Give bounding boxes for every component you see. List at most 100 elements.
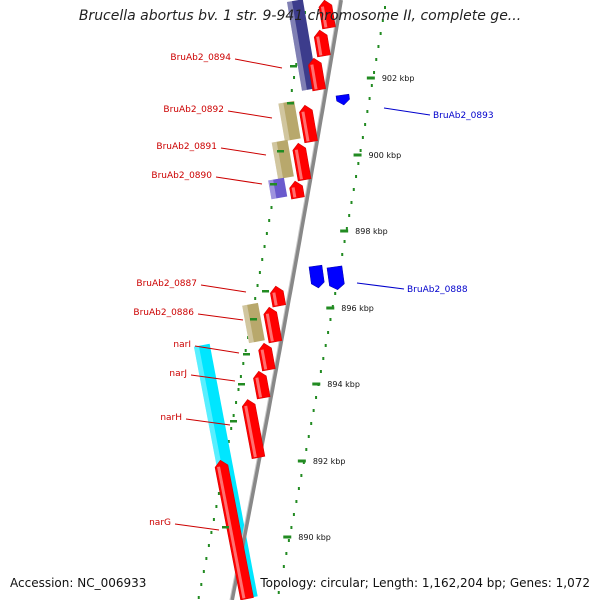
ring-dot bbox=[230, 427, 233, 430]
ring-dot bbox=[383, 6, 386, 9]
tick-mark bbox=[340, 229, 349, 233]
arrow-shine bbox=[291, 187, 297, 198]
ring-dot bbox=[285, 552, 288, 555]
tick-label: 892 kbp bbox=[313, 457, 346, 466]
cog-rect bbox=[278, 100, 301, 142]
forward-cds bbox=[263, 306, 283, 344]
reverse-strand-track bbox=[308, 93, 350, 291]
tick-mark bbox=[326, 306, 335, 310]
ring-dot bbox=[357, 162, 360, 165]
ring-dot bbox=[277, 591, 280, 594]
ring-dot bbox=[300, 474, 303, 477]
ring-dot bbox=[322, 357, 325, 360]
forward-cds bbox=[318, 0, 336, 30]
ring-dot bbox=[239, 375, 242, 378]
tick-label: 900 kbp bbox=[369, 151, 402, 160]
ring-dot bbox=[379, 32, 382, 35]
inner-tick bbox=[230, 420, 237, 423]
gene-leader-line bbox=[215, 176, 263, 185]
gene-leader-line bbox=[194, 345, 240, 354]
gene-leader-line bbox=[227, 110, 273, 119]
cog-shine bbox=[278, 102, 290, 142]
ring-dot bbox=[237, 388, 240, 391]
ring-dot bbox=[287, 539, 290, 542]
ring-dot bbox=[217, 492, 220, 495]
accession-text: Accession: NC_006933 bbox=[10, 576, 147, 590]
gene-label: BruAb2_0888 bbox=[407, 285, 468, 295]
gene-label: narG bbox=[149, 518, 171, 528]
gene-leader-line bbox=[383, 107, 431, 116]
inner-tick bbox=[287, 102, 294, 105]
ring-dot bbox=[292, 513, 295, 516]
reverse-cds-arrow bbox=[308, 264, 325, 289]
forward-cds bbox=[241, 399, 266, 460]
reverse-cds-arrow bbox=[326, 265, 345, 291]
ring-dot bbox=[261, 258, 264, 261]
ring-dot bbox=[329, 318, 332, 321]
ring-dot bbox=[227, 440, 230, 443]
ring-dot bbox=[232, 414, 235, 417]
forward-cds-arrow bbox=[289, 180, 305, 200]
inner-tick bbox=[262, 290, 269, 293]
ring-dot bbox=[324, 344, 327, 347]
gene-label: BruAb2_0892 bbox=[163, 105, 224, 115]
forward-cds bbox=[253, 370, 271, 400]
gene-labels: BruAb2_0894 BruAb2_0893 BruAb2_0892 BruAb2_… bbox=[133, 53, 494, 531]
ring-dot bbox=[258, 271, 261, 274]
gene-label: BruAb2_0894 bbox=[170, 53, 231, 63]
cog-block bbox=[242, 302, 265, 344]
ring-dot bbox=[270, 206, 273, 209]
ring-dot bbox=[352, 188, 355, 191]
gene-label: BruAb2_0891 bbox=[156, 142, 217, 152]
ring-dot bbox=[256, 284, 259, 287]
forward-cds bbox=[308, 57, 326, 92]
ring-dot bbox=[310, 422, 313, 425]
gene-label: narH bbox=[160, 413, 182, 423]
forward-cds bbox=[289, 180, 305, 200]
ring-dot bbox=[244, 349, 247, 352]
topology-text: Topology: circular; Length: 1,162,204 bp… bbox=[260, 576, 590, 590]
ring-dot bbox=[295, 63, 298, 66]
cog-rect bbox=[271, 139, 294, 180]
inner-tick bbox=[238, 383, 245, 386]
ring-dot bbox=[307, 435, 310, 438]
reverse-cds bbox=[308, 264, 325, 289]
gene-leader-line bbox=[220, 147, 267, 156]
tick-mark bbox=[366, 76, 375, 80]
ring-dot bbox=[341, 253, 344, 256]
ring-dot bbox=[364, 123, 367, 126]
forward-cds bbox=[292, 142, 312, 182]
gene-leader-line bbox=[174, 523, 220, 531]
ring-dot bbox=[210, 531, 213, 534]
arrow-shine bbox=[310, 64, 318, 90]
tick-marks: 902 kbp 900 kbp 898 kbp 896 kbp 894 kbp 892 k… bbox=[222, 65, 414, 542]
gene-leader-line bbox=[185, 418, 231, 426]
gene-label: BruAb2_0887 bbox=[136, 279, 197, 289]
ring-dot bbox=[197, 596, 200, 599]
gene-leader-line bbox=[356, 282, 405, 290]
inner-tick bbox=[243, 353, 250, 356]
arrow-shine bbox=[260, 349, 268, 370]
arrow-shine bbox=[272, 292, 278, 306]
ring-dot bbox=[315, 396, 318, 399]
cog-shine bbox=[271, 141, 284, 180]
tick-mark bbox=[312, 382, 321, 386]
gene-label: narI bbox=[173, 340, 191, 350]
forward-cds bbox=[214, 459, 254, 600]
ring-dot bbox=[202, 570, 205, 573]
ring-dot bbox=[265, 232, 268, 235]
arrow-shine bbox=[294, 149, 303, 180]
ring-dot bbox=[348, 214, 351, 217]
ring-dot bbox=[377, 45, 380, 48]
tick-mark bbox=[353, 153, 362, 157]
gene-label: BruAb2_0893 bbox=[433, 111, 494, 121]
tick-label: 894 kbp bbox=[327, 380, 360, 389]
map-title: Brucella abortus bv. 1 str. 9-941 chromo… bbox=[78, 8, 522, 24]
ring-dot bbox=[282, 565, 285, 568]
ring-dot bbox=[305, 448, 308, 451]
ring-dot bbox=[343, 240, 346, 243]
gene-label: BruAb2_0890 bbox=[151, 171, 212, 181]
tick-mark bbox=[297, 459, 306, 463]
ring-dot bbox=[334, 292, 337, 295]
